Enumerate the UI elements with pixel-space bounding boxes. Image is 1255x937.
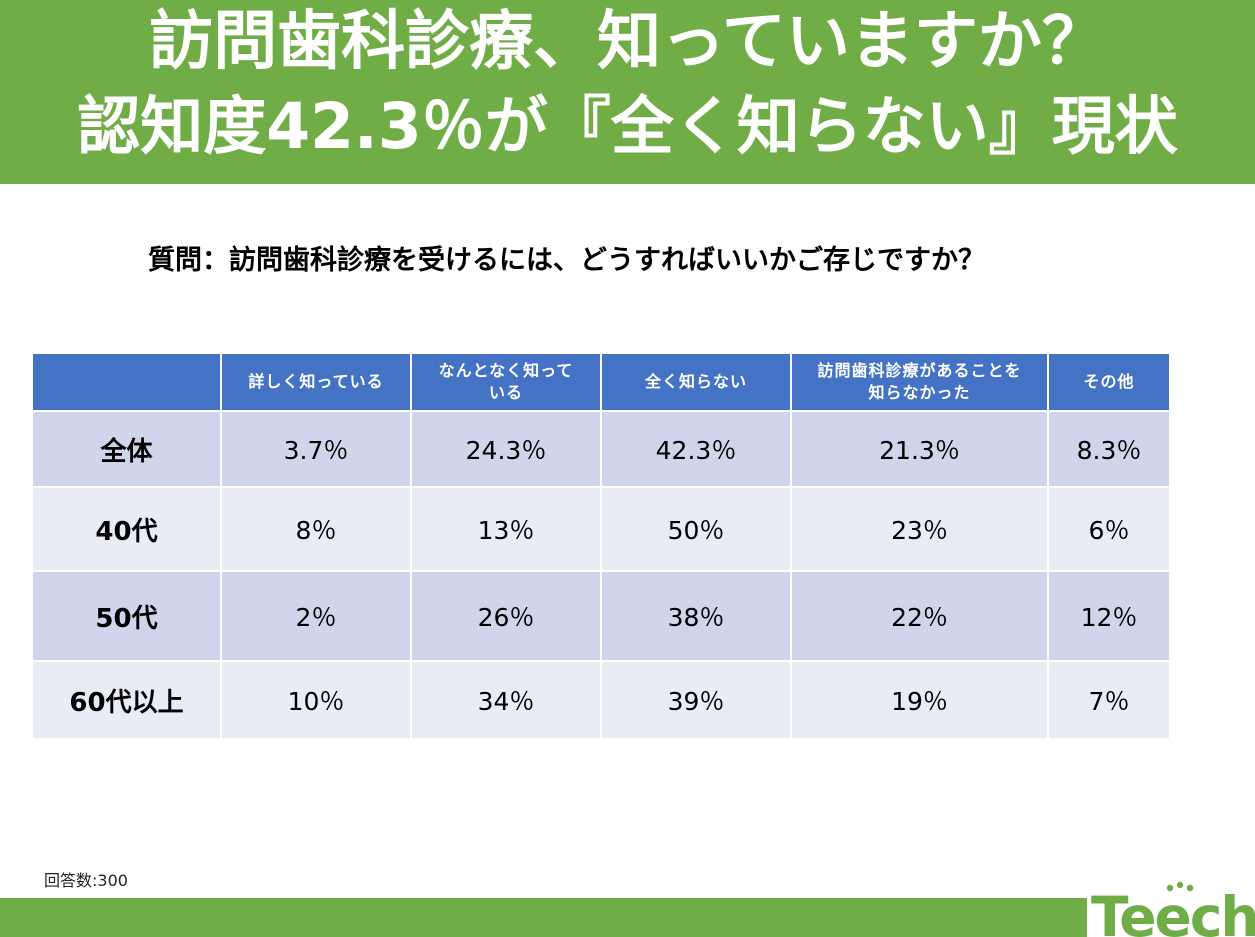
row-label: 60代以上 [31,660,222,740]
table-cell: 6％ [1047,486,1171,572]
table-cell: 3.7％ [220,410,412,488]
table-cell: 2％ [220,570,412,662]
row-label: 50代 [31,570,222,662]
table-row-50s: 50代 2％ 26％ 38％ 22％ 12％ [31,570,1171,662]
header-label: 詳しく知っている [248,372,384,392]
header-label: なんとなく知って いる [438,361,574,402]
header-label: その他 [1083,372,1135,392]
survey-table: 詳しく知っている なんとなく知って いる 全く知らない 訪問歯科診療があることを… [31,352,1171,740]
table-cell: 39％ [600,660,792,740]
table-cell: 12％ [1047,570,1171,662]
title-line-2: 認知度42.3％が『全く知らない』現状 [77,90,1178,163]
header-cell-detailed: 詳しく知っている [220,352,412,412]
table-cell: 38％ [600,570,792,662]
table-header-row: 詳しく知っている なんとなく知って いる 全く知らない 訪問歯科診療があることを… [31,352,1171,412]
header-cell-somewhat: なんとなく知って いる [410,352,602,412]
table-row-60s-plus: 60代以上 10％ 34％ 39％ 19％ 7％ [31,660,1171,740]
table-cell: 10％ [220,660,412,740]
response-count-note: 回答数:300 [44,871,128,890]
table-row-40s: 40代 8％ 13％ 50％ 23％ 6％ [31,486,1171,572]
table-cell: 8％ [220,486,412,572]
table-cell: 34％ [410,660,602,740]
table-cell: 13％ [410,486,602,572]
table-cell: 21.3％ [790,410,1049,488]
row-label: 全体 [31,410,222,488]
table-cell: 8.3％ [1047,410,1171,488]
table-cell: 22％ [790,570,1049,662]
header-cell-empty [31,352,222,412]
title-line-1: 訪問歯科診療、知っていますか？ [149,5,1106,79]
table-row-overall: 全体 3.7％ 24.3％ 42.3％ 21.3％ 8.3％ [31,410,1171,488]
table-cell: 7％ [1047,660,1171,740]
logo-text: Teech [1091,885,1255,937]
table-cell: 19％ [790,660,1049,740]
table-cell: 24.3％ [410,410,602,488]
header-banner: 訪問歯科診療、知っていますか？ 認知度42.3％が『全く知らない』現状 [0,0,1255,184]
teech-logo: Teech [1087,880,1255,937]
table-cell: 42.3％ [600,410,792,488]
header-cell-other: その他 [1047,352,1171,412]
header-label: 全く知らない [644,372,747,392]
table-cell: 50％ [600,486,792,572]
header-label: 訪問歯科診療があることを 知らなかった [817,361,1022,402]
row-label: 40代 [31,486,222,572]
header-cell-unaware: 訪問歯科診療があることを 知らなかった [790,352,1049,412]
table-cell: 26％ [410,570,602,662]
table-cell: 23％ [790,486,1049,572]
header-cell-not-at-all: 全く知らない [600,352,792,412]
question-text: 質問：訪問歯科診療を受けるには、どうすればいいかご存じですか？ [148,245,985,276]
footer-bar [0,898,1255,937]
